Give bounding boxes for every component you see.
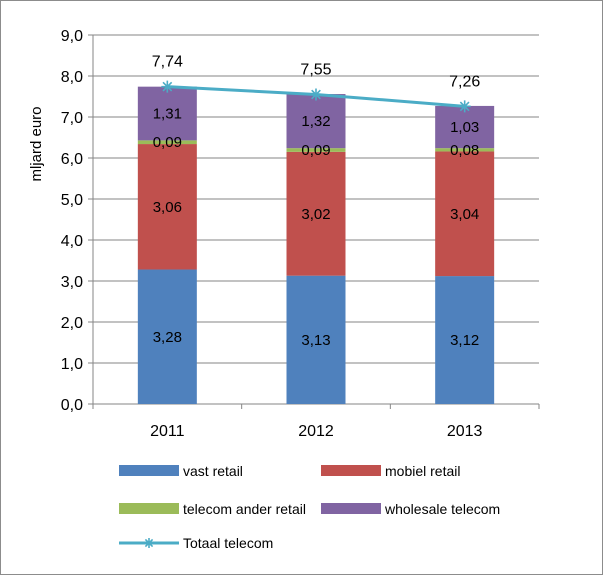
bars [137,86,495,404]
line-marker [161,80,174,93]
total-value-label: 7,26 [449,73,480,90]
legend-label: vast retail [183,463,243,479]
legend-swatch [119,503,179,514]
bar-segment [435,276,495,404]
legend-label: wholesale telecom [384,501,500,517]
bar-value-label: 1,32 [301,113,330,130]
bar-value-label: 3,13 [301,332,330,349]
y-axis-title: mljard euro [28,106,45,181]
bar-segment [137,86,197,141]
x-tick-label: 2013 [447,423,483,440]
total-value-label: 7,55 [300,61,331,78]
bar-value-label: 0,09 [301,142,330,159]
bar-segment [286,275,346,404]
legend: vast retail mobiel retail telecom ander re… [119,463,500,551]
y-tick-label: 3,0 [61,274,83,291]
bar-segment [435,151,495,277]
axes: 0,0 1,0 2,0 3,0 4,0 5,0 6,0 7,0 8,0 9,0 2011 2012 20… [61,28,540,440]
y-tick-label: 9,0 [61,28,83,45]
y-tick-label: 7,0 [61,110,83,127]
bar-value-label: 1,31 [153,106,182,123]
bar-segment [286,148,346,152]
legend-label: mobiel retail [385,463,460,479]
total-value-label: 7,74 [152,54,183,71]
bar-value-label: 3,06 [153,199,182,216]
line-marker [458,100,471,113]
legend-swatch [321,465,381,476]
total-line [161,80,471,113]
y-tick-label: 0,0 [61,397,83,414]
x-tick-label: 2012 [298,423,334,440]
bar-segment [286,94,346,149]
y-tick-label: 6,0 [61,151,83,168]
y-tick-label: 2,0 [61,315,83,332]
bar-value-label: 3,04 [450,206,479,223]
x-tick-label: 2011 [150,423,185,440]
y-tick-label: 4,0 [61,233,83,250]
y-tick-label: 1,0 [61,356,83,373]
bar-segment [435,148,495,152]
bar-value-label: 3,12 [450,332,479,349]
bar-value-label: 1,03 [450,119,479,136]
legend-swatch [119,465,179,476]
legend-label: telecom ander retail [183,501,306,517]
bar-segment [286,151,346,276]
y-tick-label: 5,0 [61,192,83,209]
bar-value-label: 3,28 [153,329,182,346]
y-tick-label: 8,0 [61,69,83,86]
bar-value-label: 0,09 [153,134,182,151]
legend-label: Totaal telecom [183,535,273,551]
data-labels: 3,28 3,06 0,09 1,31 3,13 3,02 0,09 1,32 3,12 3,04… [152,54,481,349]
bar-segment [137,269,197,404]
legend-swatch [321,503,381,514]
bar-value-label: 3,02 [301,206,330,223]
line-marker [144,538,154,548]
line-marker [310,88,322,101]
bar-value-label: 0,08 [450,142,479,159]
bar-segment [137,144,197,270]
bar-segment [137,140,197,145]
bar-segment [435,105,495,149]
